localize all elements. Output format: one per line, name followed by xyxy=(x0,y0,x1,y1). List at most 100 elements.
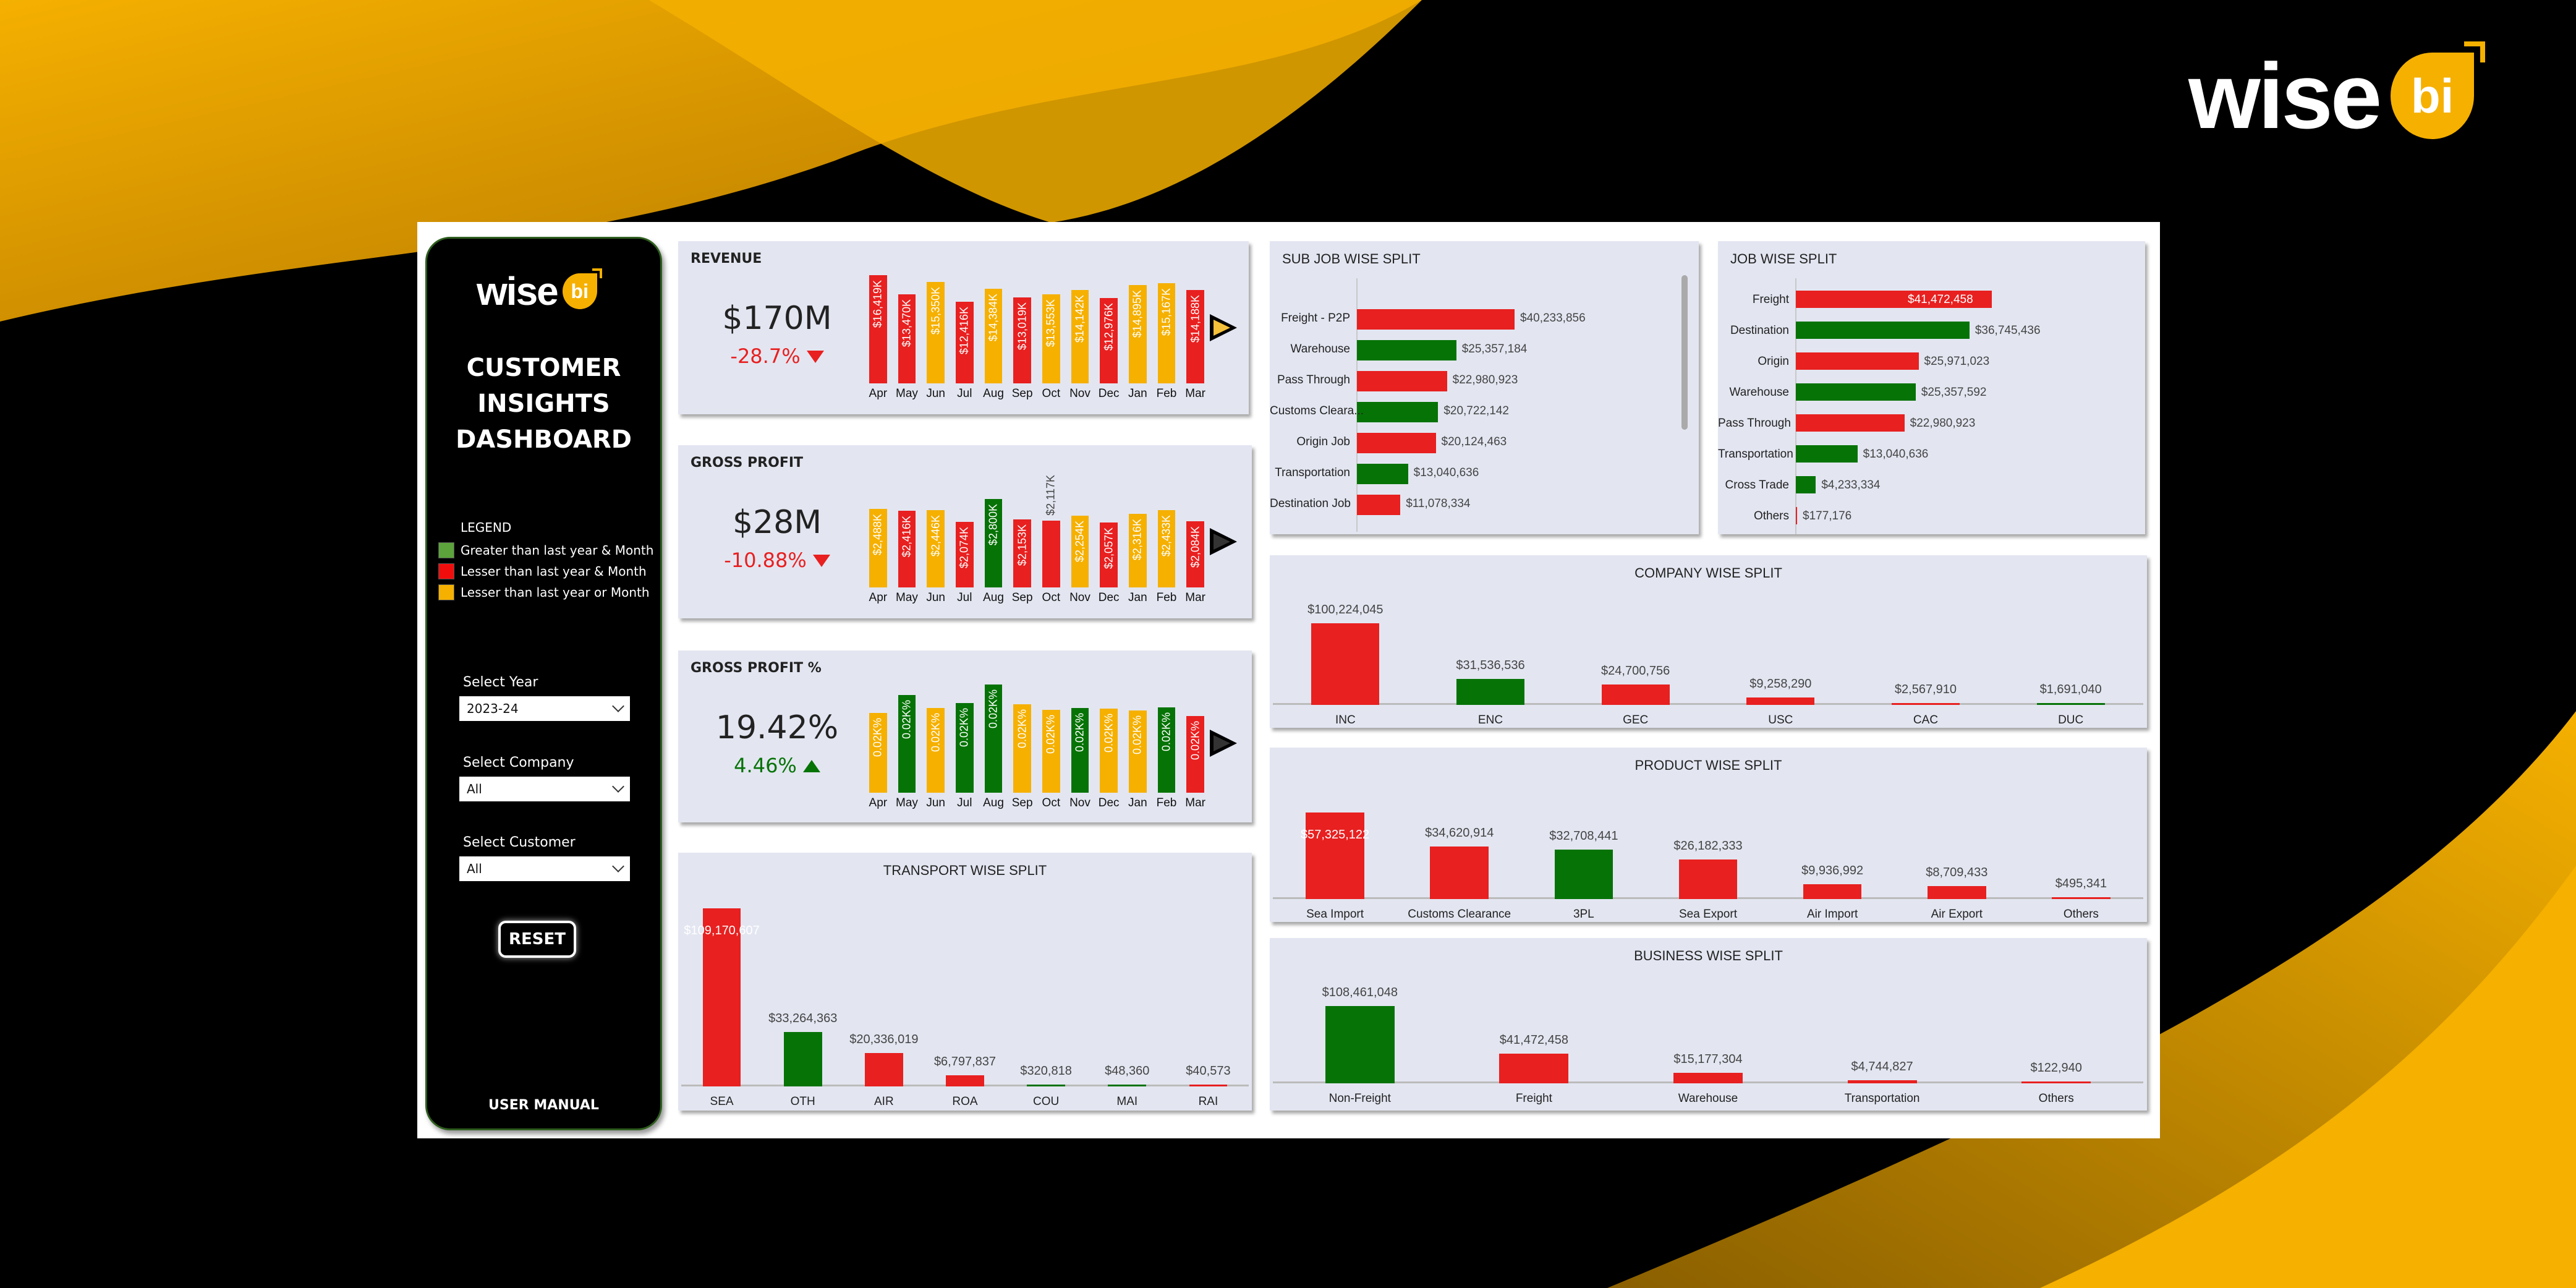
x-tick-label: GEC xyxy=(1623,714,1649,727)
bar-value-label: 0.02K% xyxy=(1016,709,1029,748)
brand-logo: wise bi xyxy=(2188,41,2486,148)
bar-value-label: $122,940 xyxy=(2030,1061,2082,1075)
bar-value-label: $2,416K xyxy=(900,516,913,558)
x-tick-label: Mar xyxy=(1185,387,1206,400)
bar-value-label: $2,084K xyxy=(1189,526,1202,568)
x-tick-label: MAI xyxy=(1116,1095,1138,1108)
y-tick-label: Origin Job xyxy=(1296,435,1350,448)
x-tick-label: OTH xyxy=(790,1095,815,1108)
bar-value-label: 0.02K% xyxy=(871,718,884,757)
reset-button[interactable]: RESET xyxy=(498,921,576,958)
x-tick-label: Aug xyxy=(983,591,1004,604)
x-tick-label: Dec xyxy=(1098,796,1120,809)
bar-value-label: $109,170,607 xyxy=(684,924,760,937)
bar-value-label: $4,744,827 xyxy=(1851,1059,1913,1073)
bar-value-label: $22,980,923 xyxy=(1452,373,1518,386)
bar-value-label: $25,971,023 xyxy=(1924,355,1990,368)
bar-value-label: $16,419K xyxy=(871,280,884,328)
bar xyxy=(1357,340,1456,360)
scrollbar[interactable] xyxy=(1681,275,1688,430)
bar-value-label: $108,461,048 xyxy=(1322,986,1398,999)
legend-swatch-green xyxy=(438,542,454,558)
dashboard-title: CUSTOMER INSIGHTS DASHBOARD xyxy=(427,350,660,458)
bar xyxy=(2021,1081,2091,1083)
job-chart: Freight $41,472,458 Destination $36,745,436… xyxy=(1718,278,2145,534)
gross-profit-card: GROSS PROFIT $28M -10.88% $2,488K Apr $2,41… xyxy=(678,445,1252,618)
bar xyxy=(865,1053,903,1086)
bar-value-label: 0.02K% xyxy=(900,699,913,739)
y-tick-label: Cross Trade xyxy=(1725,479,1789,492)
bar xyxy=(1796,507,1797,524)
transport-chart: $109,170,607 SEA $33,264,363 OTH $20,336,019… xyxy=(681,908,1249,1108)
bar-value-label: $2,254K xyxy=(1073,521,1086,563)
bar xyxy=(1108,1085,1147,1086)
bar xyxy=(1325,1006,1395,1083)
kpi-change: 4.46% xyxy=(734,754,797,777)
customer-select[interactable]: All xyxy=(459,856,630,881)
bar-value-label: $48,360 xyxy=(1105,1064,1150,1078)
bar-value-label: $40,233,856 xyxy=(1520,312,1586,325)
bar-value-label: $2,800K xyxy=(987,503,1000,545)
x-tick-label: Jun xyxy=(926,591,945,604)
user-manual-link[interactable]: USER MANUAL xyxy=(488,1098,599,1113)
x-tick-label: ENC xyxy=(1477,714,1503,727)
play-arrow-icon[interactable] xyxy=(1210,730,1237,757)
select-value: All xyxy=(467,782,482,796)
x-tick-label: SEA xyxy=(710,1095,734,1108)
year-filter: Select Year 2023-24 xyxy=(459,675,630,721)
bar-value-label: $13,040,636 xyxy=(1863,448,1929,461)
year-select[interactable]: 2023-24 xyxy=(459,696,630,721)
legend-label: Lesser than last year & Month xyxy=(461,564,647,579)
bar-value-label: $9,258,290 xyxy=(1749,676,1812,691)
bar xyxy=(1311,623,1380,705)
bar-value-label: $13,553K xyxy=(1044,299,1057,347)
x-tick-label: Jun xyxy=(926,387,945,400)
y-tick-label: Origin xyxy=(1758,355,1789,368)
y-tick-label: Freight - P2P xyxy=(1281,312,1350,325)
bar xyxy=(1796,476,1816,493)
bar xyxy=(1357,371,1447,391)
play-arrow-icon[interactable] xyxy=(1210,314,1237,341)
bar: 0.02K% xyxy=(1186,715,1205,793)
bar-value-label: 0.02K% xyxy=(929,713,942,753)
bar-value-label: $15,350K xyxy=(929,287,942,335)
card-title: TRANSPORT WISE SPLIT xyxy=(883,863,1047,878)
bar-value-label: $4,233,334 xyxy=(1821,479,1881,492)
x-tick-label: Customs Clearance xyxy=(1408,908,1511,921)
customer-filter: Select Customer All xyxy=(459,835,630,881)
bar-value-label: $24,700,756 xyxy=(1601,664,1670,678)
bar-value-label: $13,470K xyxy=(900,299,913,348)
bar: 0.02K% xyxy=(1128,710,1147,793)
x-tick-label: DUC xyxy=(2058,714,2084,727)
bar xyxy=(2036,703,2105,705)
filter-label: Select Customer xyxy=(463,835,576,850)
axis-line xyxy=(1795,278,1796,534)
x-tick-label: Nov xyxy=(1069,387,1090,400)
bar-value-label: $2,446K xyxy=(929,514,942,557)
brand-word: wise xyxy=(2188,44,2382,148)
card-title: BUSINESS WISE SPLIT xyxy=(1634,948,1783,963)
x-tick-label: Aug xyxy=(983,796,1004,809)
x-tick-label: Nov xyxy=(1069,591,1090,604)
y-tick-label: Transportation xyxy=(1275,466,1350,479)
bar-value-label: $32,708,441 xyxy=(1549,829,1618,843)
play-arrow-icon[interactable] xyxy=(1210,528,1237,555)
x-tick-label: Apr xyxy=(869,387,888,400)
chevron-down-icon xyxy=(612,700,624,712)
legend-item: Lesser than last year or Month xyxy=(438,582,653,603)
company-select[interactable]: All xyxy=(459,777,630,801)
bar xyxy=(2052,897,2111,899)
kpi: 19.42% 4.46% xyxy=(703,709,851,777)
bar: $2,446K xyxy=(927,510,945,587)
filter-label: Select Company xyxy=(463,755,574,770)
card-title: GROSS PROFIT xyxy=(691,455,804,471)
y-tick-label: Warehouse xyxy=(1729,386,1789,399)
x-tick-label: USC xyxy=(1768,714,1793,727)
bar-value-label: $100,224,045 xyxy=(1307,603,1384,616)
x-tick-label: Oct xyxy=(1042,796,1061,809)
x-tick-label: Jul xyxy=(957,796,972,809)
bar xyxy=(1357,402,1439,422)
x-tick-label: ROA xyxy=(952,1095,978,1108)
x-tick-label: Non-Freight xyxy=(1328,1092,1391,1105)
